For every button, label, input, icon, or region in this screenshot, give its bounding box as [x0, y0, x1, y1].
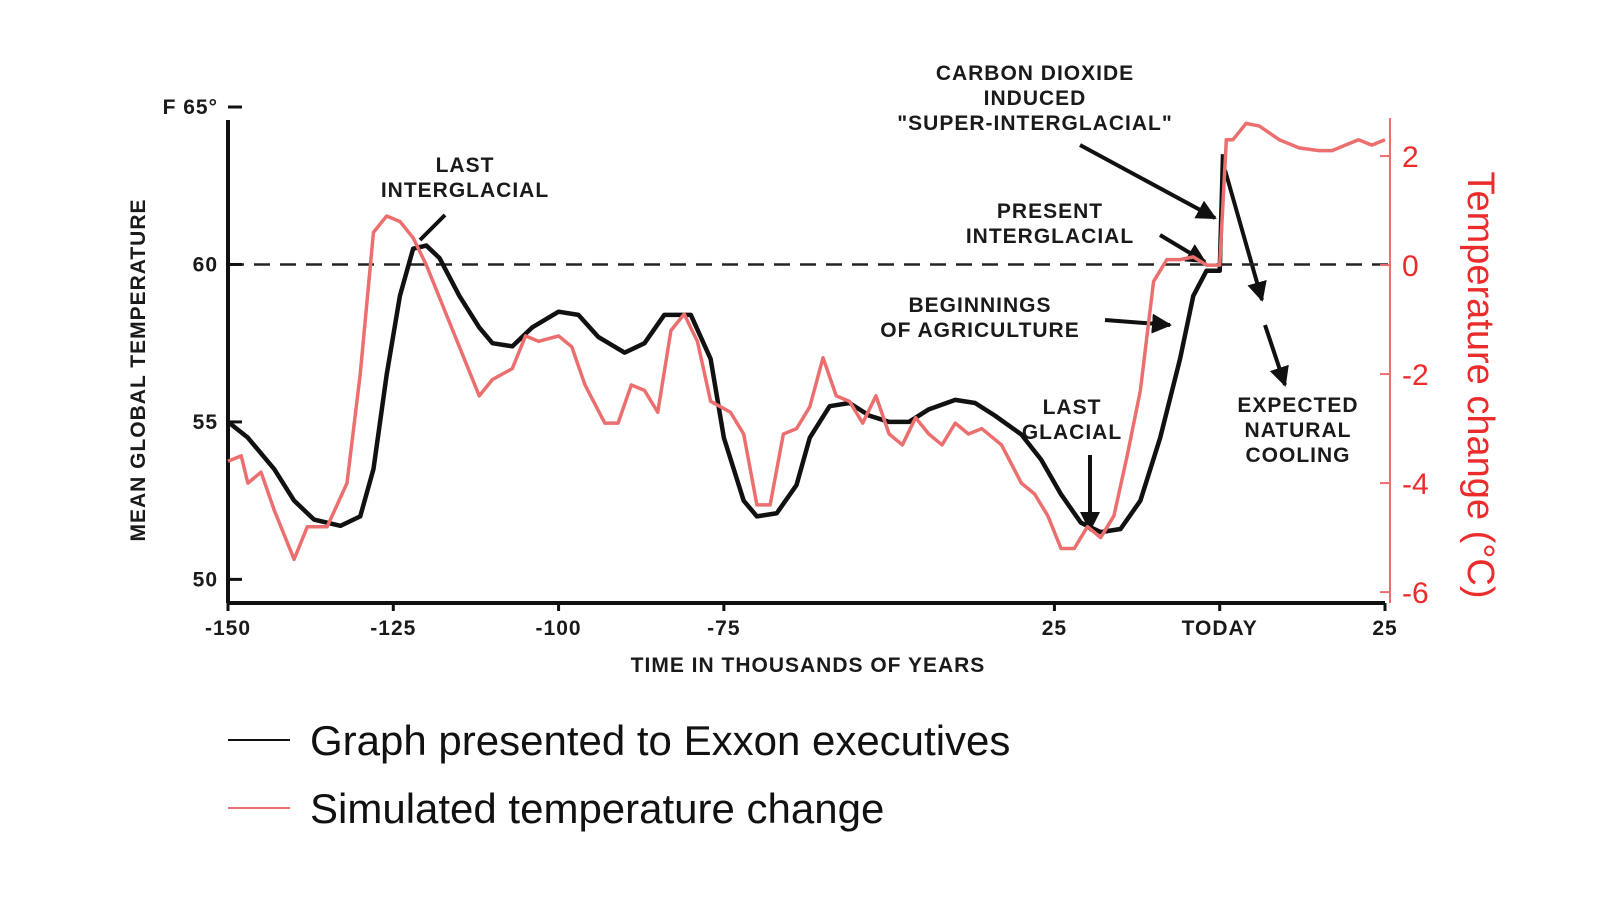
y-tick-label: 55: [193, 411, 218, 434]
annotation: OF AGRICULTURE: [880, 319, 1079, 342]
legend-label: Graph presented to Exxon executives: [310, 717, 1010, 764]
y-tick-label: 50: [193, 568, 218, 591]
arrow: [1079, 143, 1217, 220]
x-axis-label: TIME IN THOUSANDS OF YEARS: [631, 654, 986, 677]
y-tick-label: F 65°: [163, 96, 218, 119]
annotation: "SUPER-INTERGLACIAL": [897, 112, 1173, 135]
y2-tick-label: -6: [1402, 577, 1429, 610]
annotation: BEGINNINGS: [908, 294, 1051, 317]
y2-tick-label: -4: [1402, 468, 1429, 501]
y2-tick-label: 0: [1402, 250, 1419, 283]
annotation: LAST: [1043, 396, 1102, 419]
x-tick-label: -100: [536, 617, 582, 640]
annotation: COOLING: [1246, 444, 1351, 467]
series-line: [227, 121, 1386, 562]
annotation: INDUCED: [984, 87, 1087, 110]
annotation: PRESENT: [997, 200, 1103, 223]
arrows: [418, 143, 1289, 532]
annotation: NATURAL: [1245, 419, 1352, 442]
annotation: INTERGLACIAL: [966, 225, 1134, 248]
y-tick-label: 60: [193, 253, 218, 276]
y2-tick-label: 2: [1402, 141, 1419, 174]
annotation: INTERGLACIAL: [381, 179, 549, 202]
arrow: [1223, 169, 1267, 302]
x-tick-label: TODAY: [1182, 617, 1258, 640]
x-tick-label: -150: [205, 617, 251, 640]
annotation: GLACIAL: [1022, 421, 1122, 444]
annotation: EXPECTED: [1237, 394, 1358, 417]
annotation: LAST: [436, 154, 495, 177]
y2-tick-label: -2: [1402, 359, 1429, 392]
x-tick-label: -125: [370, 617, 416, 640]
x-tick-label: 25: [1042, 617, 1067, 640]
x-tick-label: 25: [1372, 617, 1397, 640]
legend-label: Simulated temperature change: [310, 785, 884, 832]
y-axis-label: MEAN GLOBAL TEMPERATURE: [127, 198, 150, 541]
arrow: [1263, 324, 1289, 387]
series-line: [226, 154, 1226, 535]
x-tick-label: -75: [707, 617, 740, 640]
y2-axis-label: Temperature change (°C): [1459, 171, 1501, 598]
annotation: CARBON DIOXIDE: [936, 62, 1134, 85]
arrow: [1104, 313, 1172, 334]
arrow: [418, 213, 447, 242]
